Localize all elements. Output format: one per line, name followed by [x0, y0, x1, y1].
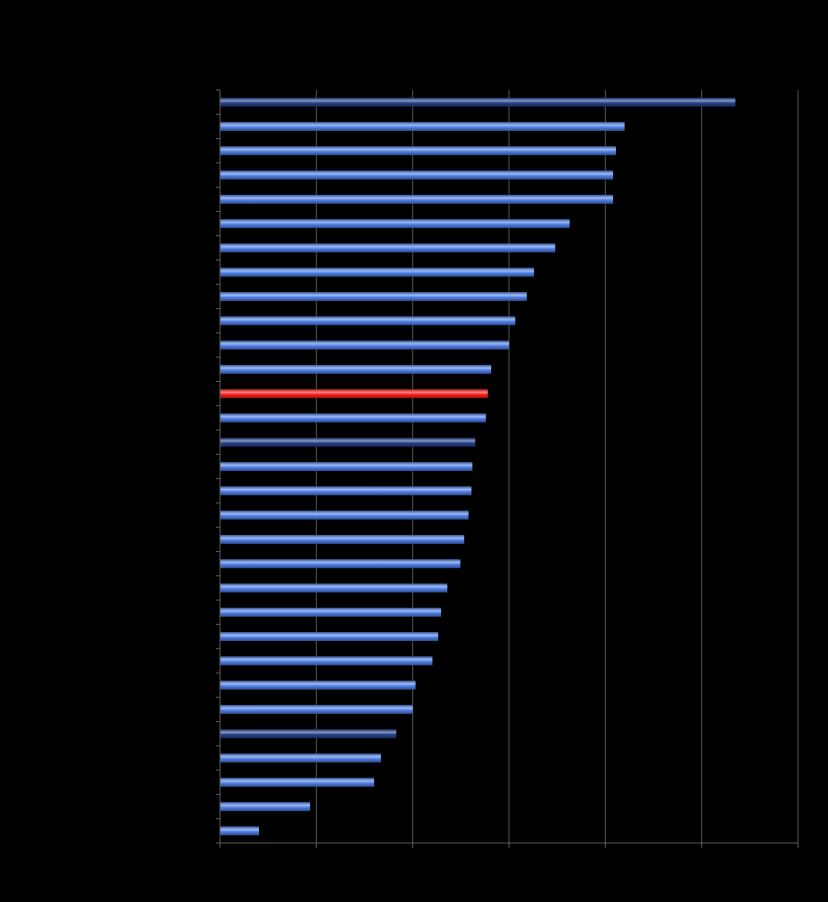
bar — [220, 146, 616, 156]
bar — [220, 219, 570, 229]
bar — [220, 656, 433, 666]
bar — [220, 267, 535, 277]
bar — [220, 680, 416, 690]
bar — [220, 121, 625, 131]
bar — [220, 632, 439, 642]
bar — [220, 291, 527, 301]
bar — [220, 413, 486, 423]
bar — [220, 340, 509, 350]
grid-lines — [315, 90, 799, 843]
bar — [220, 802, 311, 812]
bar — [220, 194, 614, 204]
bar — [220, 97, 736, 107]
bar — [220, 583, 448, 593]
bar — [220, 534, 465, 544]
bar — [220, 510, 469, 520]
bar — [220, 243, 556, 253]
bar — [220, 559, 461, 569]
bar — [220, 826, 260, 836]
bar — [220, 316, 516, 326]
bar — [220, 753, 381, 763]
bar — [220, 437, 476, 447]
bar — [220, 777, 375, 787]
bar — [220, 364, 492, 374]
bar — [220, 170, 614, 180]
bar — [220, 462, 473, 471]
bar — [220, 704, 413, 714]
bars — [220, 97, 736, 836]
bar — [220, 486, 472, 496]
bar — [220, 607, 442, 617]
axes — [216, 89, 799, 848]
bar — [220, 389, 488, 399]
bar — [220, 729, 397, 739]
